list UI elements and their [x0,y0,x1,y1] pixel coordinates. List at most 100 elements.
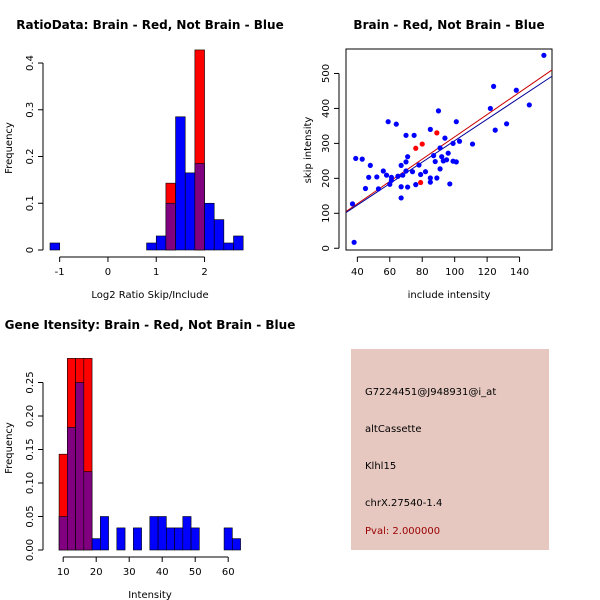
scatter-point-not-brain [385,119,391,125]
scatter-point-not-brain [427,179,433,185]
gene-hist-bar [91,538,101,551]
gene-hist-overlap-bar [83,471,93,551]
ratio-hist-bar [204,202,215,251]
scatter-point-not-brain [366,174,372,180]
ratio-histogram: RatioData: Brain - Red, Not Brain - Blue… [4,18,284,301]
gene-histogram-ylabel: Frequency [4,422,15,474]
scatter-point-not-brain [440,158,446,164]
scatter-point-not-brain [541,52,547,58]
scatter-point-not-brain [375,186,382,192]
gene-name-text: Klhl15 [365,461,397,472]
ratio-histogram-xlabel: Log2 Ratio Skip/Include [91,290,208,301]
scatter-point-not-brain [491,83,497,90]
scatter-point-not-brain [405,184,411,190]
scatter-point-not-brain [437,145,443,151]
gene-hist-x-tick-label: 40 [156,567,169,578]
scatter-point-not-brain [383,172,390,178]
ratio-hist-y-tick-label: 0 [25,247,36,253]
scatter-blue-fit-line [345,75,553,214]
ratio-hist-y-tick-label: 0.1 [25,195,36,211]
gene-hist-bar [232,538,241,551]
scatter-x-tick-label: 80 [416,267,429,278]
ratio-hist-overlap-bar [165,202,176,251]
scatter-point-brain [418,179,424,186]
scatter-point-not-brain [427,126,433,132]
ratio-hist-bar [184,172,196,251]
ratio-hist-bar [155,235,167,251]
scatter-y-tick-label: 200 [321,169,332,188]
scatter-point-not-brain [422,169,429,175]
scatter-point-not-brain [492,127,498,133]
scatter-point-not-brain [380,168,386,174]
gene-hist-bar [133,527,142,551]
event-type-text: altCassette [365,424,422,435]
scatter-point-not-brain [395,173,401,179]
scatter-x-tick-label: 40 [351,267,364,278]
scatter-point-not-brain [432,158,438,165]
ratio-hist-x-tick-label: -1 [55,267,65,278]
gene-hist-y-tick-label: 0.05 [25,505,36,527]
gene-hist-overlap-bar [75,382,85,551]
scatter-point-not-brain [456,138,463,144]
ratio-hist-bar [213,219,225,251]
gene-histogram-title: Gene Itensity: Brain - Red, Not Brain - … [5,318,296,332]
scatter-point-not-brain [526,102,532,108]
gene-histogram-xlabel: Intensity [128,590,172,600]
scatter-point-not-brain [398,195,404,201]
scatter-point-not-brain [430,153,437,159]
ratio-hist-overlap-bar [194,163,205,251]
scatter-point-not-brain [367,162,373,169]
scatter-point-not-brain [403,132,409,138]
scatter-point-not-brain [450,140,456,146]
gene-hist-x-tick-label: 30 [123,567,136,578]
scatter-point-not-brain [413,182,419,188]
gene-hist-bar [116,527,126,551]
gene-hist-bar [174,527,184,551]
scatter-y-tick-label: 0 [321,245,332,251]
scatter-point-not-brain [445,150,451,156]
ratio-hist-bar [146,242,157,251]
scatter-point-not-brain [513,87,519,93]
pval-text: Pval: 2.000000 [365,526,441,537]
gene-hist-bar [100,516,109,551]
scatter-xlabel: include intensity [408,290,491,301]
gene-hist-y-tick-label: 0.15 [25,438,36,460]
scatter-point-not-brain [453,119,459,125]
scatter-point-not-brain [374,174,380,180]
scatter-y-tick-label: 300 [321,134,332,153]
gene-hist-y-tick-label: 0.10 [25,472,36,494]
scatter-point-not-brain [427,175,433,181]
ratio-hist-bar [49,242,60,251]
scatter-point-not-brain [487,105,493,112]
scatter-point-brain [434,130,440,136]
scatter-point-brain [419,141,425,147]
gene-hist-bar [182,516,192,551]
scatter-point-not-brain [403,168,409,174]
scatter-point-not-brain [405,154,411,160]
scatter-point-not-brain [418,171,424,178]
gene-hist-x-tick-label: 20 [90,567,103,578]
ratio-hist-x-tick-label: 1 [153,267,159,278]
ratio-hist-bar [233,235,244,251]
scatter-point-not-brain [351,239,357,245]
gene-hist-y-tick-label: 0.25 [25,371,36,393]
ratio-hist-bar [175,116,186,251]
scatter-x-tick-label: 100 [445,267,464,278]
scatter-point-not-brain [447,181,453,187]
gene-hist-y-tick-label: 0.00 [25,539,36,561]
gene-hist-overlap-bar [58,516,68,551]
gene-hist-bar [149,516,159,551]
gene-hist-bar [166,527,175,551]
gene-hist-x-tick-label: 50 [189,567,202,578]
scatter-point-not-brain [434,175,440,181]
scatter-plot: Brain - Red, Not Brain - Blue include in… [303,18,553,301]
ratio-hist-x-tick-label: 0 [105,267,111,278]
ratio-hist-bar [223,242,234,251]
scatter-point-not-brain [403,159,409,165]
scatter-point-not-brain [362,185,369,192]
location-text: chrX.27540-1.4 [365,498,443,509]
scatter-y-tick-label: 100 [321,204,332,223]
scatter-title: Brain - Red, Not Brain - Blue [353,18,544,32]
gene-hist-bar [157,516,167,551]
